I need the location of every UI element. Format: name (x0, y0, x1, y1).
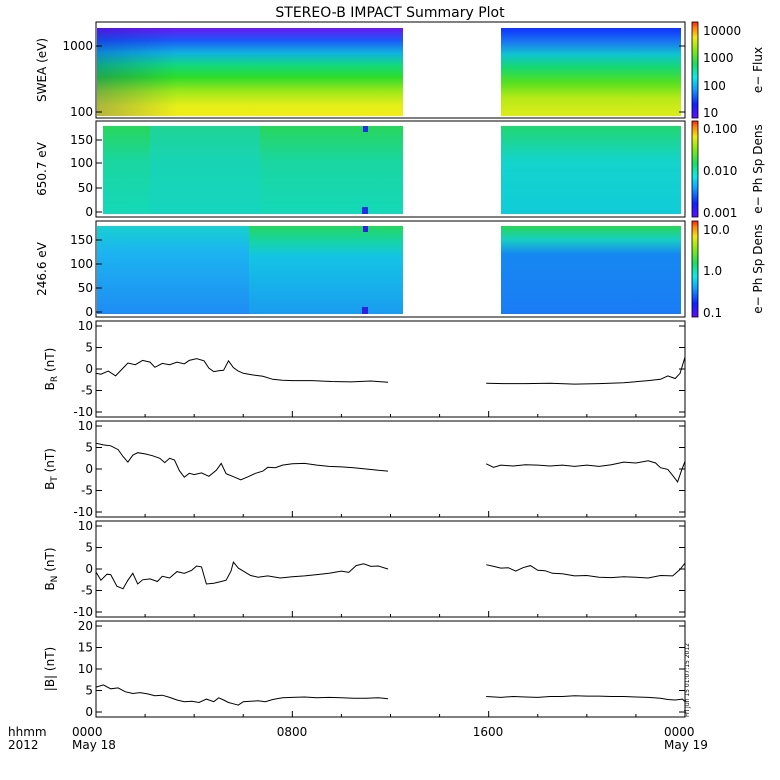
pad-246-blue-spot-bottom (362, 307, 368, 314)
swea-cbar-tick-10000: 10000 (703, 24, 741, 38)
swea-cbar-label: e− Flux (751, 47, 765, 93)
pad-650-ytick-100: 100 (70, 156, 93, 170)
pad-650-blue-spot-bottom (362, 207, 368, 214)
bn-ytick-label: 5 (85, 541, 93, 555)
swea-ytick-1000: 1000 (62, 39, 93, 53)
pad-650-cbar-tick-0010: 0.010 (703, 164, 737, 178)
pad-246-heatmap-after-gap (501, 226, 681, 314)
br-frame (95, 320, 686, 418)
swea-cbar-tick-1000: 1000 (703, 51, 734, 65)
time-axis-format-label: hhmm (8, 725, 47, 739)
pad-246-heatmap-late (249, 226, 403, 314)
bt-panel: 10 5 0 -5 -10 BT (nT) (43, 419, 686, 519)
bt-series-line-1 (95, 442, 389, 481)
bmag-ytick-label: 10 (78, 662, 93, 676)
bt-frame (95, 420, 686, 518)
bn-ylabel: BN (nT) (43, 547, 60, 590)
bmag-panel: 20 15 10 5 0 |B| (nT) (43, 619, 686, 719)
pad-246-colorbar (691, 220, 699, 318)
pad-246-cbar-tick-01: 0.1 (703, 306, 722, 320)
br-ylabel: BR (nT) (43, 348, 60, 391)
br-panel: 10 5 0 -5 -10 BR (nT) (43, 319, 686, 419)
pad-246-ytick-150: 150 (70, 233, 93, 247)
pad-246-ytick-0: 0 (85, 305, 93, 319)
bt-ytick-label: -5 (81, 484, 93, 498)
bn-series-line-2 (486, 562, 686, 579)
time-tick-1600: 1600 (473, 725, 504, 739)
pad-650-ylabel: 650.7 eV (35, 141, 49, 196)
bt-ytick-label: 5 (85, 441, 93, 455)
time-tick-0000-start: 0000 (72, 725, 103, 739)
time-axis: hhmm 2012 0000 May 18 0800 1600 0000 May… (8, 725, 708, 752)
pad-246-heatmap-early (97, 226, 249, 314)
pad-246-spectrogram: 150 100 50 0 246.6 eV 10.0 1.0 0.1 e− Ph… (35, 220, 765, 320)
swea-spectrogram: 1000 100 SWEA (eV) 10000 1000 100 10 e− … (35, 21, 765, 120)
time-axis-year-label: 2012 (8, 738, 39, 752)
br-ytick-label: -5 (81, 384, 93, 398)
bn-panel: 10 5 0 -5 -10 BN (nT) (43, 519, 686, 619)
swea-ylabel: SWEA (eV) (35, 38, 49, 102)
pad-650-cbar-tick-0001: 0.001 (703, 206, 737, 220)
bmag-series-line-2 (486, 695, 686, 703)
pad-650-colorbar (691, 120, 699, 218)
br-series-line-1 (95, 358, 389, 383)
pad-650-ytick-0: 0 (85, 205, 93, 219)
swea-cbar-tick-100: 100 (703, 79, 726, 93)
bmag-ytick-label: 0 (85, 705, 93, 719)
bn-ytick-label: -10 (73, 605, 93, 619)
br-ytick-label: -10 (73, 405, 93, 419)
swea-heatmap-after-gap (501, 28, 681, 116)
bt-ytick-label: 0 (85, 462, 93, 476)
pad-650-frame (95, 120, 686, 218)
pad-246-blue-spot-top (363, 226, 368, 232)
bmag-ylabel: |B| (nT) (43, 647, 57, 691)
pad-246-ytick-50: 50 (78, 281, 93, 295)
bmag-ytick-label: 15 (78, 641, 93, 655)
pad-246-frame (95, 220, 686, 318)
bt-series-line-2 (485, 460, 686, 483)
pad-650-cbar-tick-0100: 0.100 (703, 122, 737, 136)
swea-heatmap-shading (97, 28, 257, 116)
pad-650-cyan-band (150, 126, 260, 214)
bt-ytick-label: -10 (73, 505, 93, 519)
bmag-ytick-label: 5 (85, 684, 93, 698)
bmag-frame (95, 620, 686, 718)
pad-650-cbar-label: e− Ph Sp Dens (751, 124, 765, 213)
br-ytick-label: 5 (85, 341, 93, 355)
bmag-ytick-label: 20 (78, 619, 93, 633)
swea-colorbar (691, 21, 699, 119)
pad-650-spectrogram: 150 100 50 0 650.7 eV 0.100 0.010 0.001 … (35, 120, 765, 220)
creation-timestamp: Fri Jun 15 01:07:15 2012 (684, 643, 691, 717)
swea-ytick-100: 100 (70, 105, 93, 119)
pad-650-ytick-150: 150 (70, 133, 93, 147)
magnetic-field-panels: 10 5 0 -5 -10 BR (nT) 10 5 0 -5 -10 BT (nT) 10 5 0 -5 -1… (43, 319, 686, 719)
time-tick-0000-end: 0000 (664, 725, 695, 739)
pad-246-cbar-label: e− Ph Sp Dens (751, 224, 765, 313)
br-ytick-label: 10 (78, 319, 93, 333)
time-tick-date-start: May 18 (72, 738, 116, 752)
bn-ytick-label: -5 (81, 584, 93, 598)
bn-ytick-label: 0 (85, 562, 93, 576)
bn-ytick-label: 10 (78, 519, 93, 533)
pad-246-ytick-100: 100 (70, 257, 93, 271)
br-ytick-label: 0 (85, 362, 93, 376)
bn-series-line-1 (95, 561, 389, 590)
pad-246-ylabel: 246.6 eV (35, 241, 49, 296)
pad-246-cbar-tick-1: 1.0 (703, 264, 722, 278)
swea-cbar-tick-10: 10 (703, 106, 718, 120)
bmag-series-line-1 (95, 684, 389, 706)
pad-246-cbar-tick-10: 10.0 (703, 223, 730, 237)
bt-ytick-label: 10 (78, 419, 93, 433)
time-tick-date-end: May 19 (664, 738, 708, 752)
swea-frame (95, 21, 686, 119)
bn-frame (95, 520, 686, 618)
time-tick-0800: 0800 (277, 725, 308, 739)
plot-title: STEREO-B IMPACT Summary Plot (275, 5, 505, 21)
pad-650-ytick-50: 50 (78, 181, 93, 195)
br-series-line-2 (486, 356, 686, 385)
pad-650-blue-spot-top (363, 126, 368, 132)
pad-650-heatmap-after-gap (501, 126, 681, 214)
bt-ylabel: BT (nT) (43, 448, 60, 490)
